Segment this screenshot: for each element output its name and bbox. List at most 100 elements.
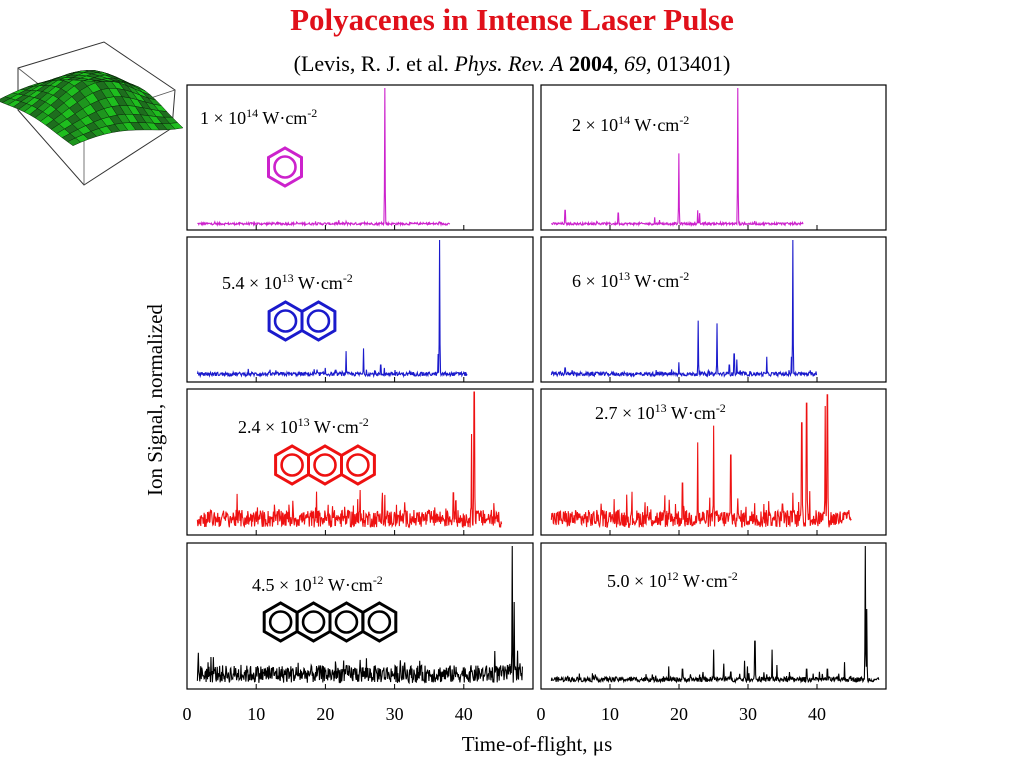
ring-hexagon (267, 146, 303, 188)
intensity-unit: W·cm (258, 108, 307, 128)
panel-frame (540, 84, 887, 231)
unit-exponent: -2 (679, 113, 689, 127)
unit-exponent: -2 (716, 401, 726, 415)
citation-year: 2004 (569, 51, 613, 76)
x-tick-label: 40 (455, 704, 473, 724)
ring-circle (334, 610, 359, 634)
x-tick-label: 0 (183, 704, 192, 724)
intensity-exponent: 13 (298, 415, 310, 429)
ring-circle (367, 610, 392, 634)
unit-exponent: -2 (359, 415, 369, 429)
ring-circle (273, 309, 298, 333)
spectrum-trace (550, 87, 804, 227)
naphthalene-structure (267, 300, 337, 342)
benzene-structure (267, 146, 303, 188)
intensity-exponent: 14 (246, 106, 258, 120)
intensity-label: 1 × 1014 W·cm-2 (200, 106, 317, 128)
intensity-mantissa: 2 × 10 (572, 115, 618, 135)
unit-exponent: -2 (728, 569, 738, 583)
panel-1-1: 6 × 1013 W·cm-2 (540, 236, 887, 383)
intensity-mantissa: 2.7 × 10 (595, 403, 655, 423)
panel-frame (186, 388, 534, 536)
ring-circle (301, 610, 326, 634)
panel-frame (540, 542, 887, 690)
x-tick-label: 30 (386, 704, 404, 724)
spectrum-trace (197, 87, 451, 227)
y-axis-label: Ion Signal, normalized (143, 304, 167, 496)
intensity-label: 4.5 × 1012 W·cm-2 (252, 573, 383, 595)
spectrum-trace (196, 239, 468, 379)
citation-sep: , (613, 51, 624, 76)
spectrum-trace (550, 239, 818, 379)
citation: (Levis, R. J. et al. Phys. Rev. A 2004 , … (0, 51, 1024, 77)
surface-plot-illustration (0, 41, 184, 186)
anthracene-structure (274, 444, 376, 486)
intensity-mantissa: 2.4 × 10 (238, 417, 298, 437)
unit-exponent: -2 (343, 271, 353, 285)
x-axis-label: Time-of-flight, μs (462, 732, 613, 756)
panel-frame (186, 236, 534, 383)
citation-journal: Phys. Rev. A (454, 51, 564, 76)
ring-circle (346, 453, 370, 477)
panel-3-1: 5.0 × 1012 W·cm-2 (540, 542, 887, 690)
intensity-unit: W·cm (294, 273, 343, 293)
panel-frame (540, 388, 887, 536)
intensity-unit: W·cm (630, 115, 679, 135)
tetracene-structure (262, 601, 398, 643)
panel-0-0: 1 × 1014 W·cm-2 (186, 84, 534, 231)
panel-1-0: 5.4 × 1013 W·cm-2 (186, 236, 534, 383)
panel-3-0: 4.5 × 1012 W·cm-2 (186, 542, 534, 690)
intensity-exponent: 12 (312, 573, 324, 587)
panel-0-1: 2 × 1014 W·cm-2 (540, 84, 887, 231)
intensity-label: 2 × 1014 W·cm-2 (572, 113, 689, 135)
ring-circle (268, 610, 293, 634)
intensity-mantissa: 6 × 10 (572, 271, 618, 291)
intensity-exponent: 13 (282, 271, 294, 285)
spectrum-trace (196, 545, 523, 685)
intensity-exponent: 14 (618, 113, 630, 127)
x-tick-label: 0 (537, 704, 546, 724)
ring-circle (280, 453, 304, 477)
intensity-unit: W·cm (324, 575, 373, 595)
citation-volume: 69 (624, 51, 646, 76)
intensity-label: 2.4 × 1013 W·cm-2 (238, 415, 369, 437)
intensity-exponent: 12 (667, 569, 679, 583)
panel-2-0: 2.4 × 1013 W·cm-2 (186, 388, 534, 536)
spectrum-trace (550, 394, 852, 529)
x-tick-label: 30 (739, 704, 757, 724)
intensity-exponent: 13 (655, 401, 667, 415)
ring-hexagon (340, 444, 376, 486)
x-tick-label: 20 (316, 704, 334, 724)
slide-title: Polyacenes in Intense Laser Pulse (290, 2, 734, 37)
intensity-mantissa: 5.4 × 10 (222, 273, 282, 293)
spectrum-trace (550, 545, 880, 684)
panel-frame (186, 542, 534, 690)
panel-frame (186, 84, 534, 231)
unit-exponent: -2 (679, 269, 689, 283)
ring-circle (306, 309, 331, 333)
spectrum-trace (196, 391, 503, 529)
panel-2-1: 2.7 × 1013 W·cm-2 (540, 388, 887, 536)
citation-authors: (Levis, R. J. et al. (293, 51, 455, 76)
intensity-mantissa: 4.5 × 10 (252, 575, 312, 595)
x-tick-label: 20 (670, 704, 688, 724)
intensity-label: 6 × 1013 W·cm-2 (572, 269, 689, 291)
intensity-mantissa: 5.0 × 10 (607, 571, 667, 591)
ring-hexagon (300, 300, 337, 342)
intensity-exponent: 13 (618, 269, 630, 283)
intensity-unit: W·cm (667, 403, 716, 423)
ring-circle (313, 453, 337, 477)
surface-facet (169, 122, 184, 130)
citation-rest: , 013401) (646, 51, 731, 76)
panel-frame (540, 236, 887, 383)
ring-hexagon (361, 601, 398, 643)
x-tick-label: 10 (247, 704, 265, 724)
intensity-unit: W·cm (310, 417, 359, 437)
unit-exponent: -2 (373, 573, 383, 587)
intensity-label: 5.0 × 1012 W·cm-2 (607, 569, 738, 591)
panels: 1 × 1014 W·cm-22 × 1014 W·cm-25.4 × 1013… (183, 84, 887, 724)
intensity-label: 2.7 × 1013 W·cm-2 (595, 401, 726, 423)
ring-circle (273, 155, 297, 179)
intensity-unit: W·cm (630, 271, 679, 291)
